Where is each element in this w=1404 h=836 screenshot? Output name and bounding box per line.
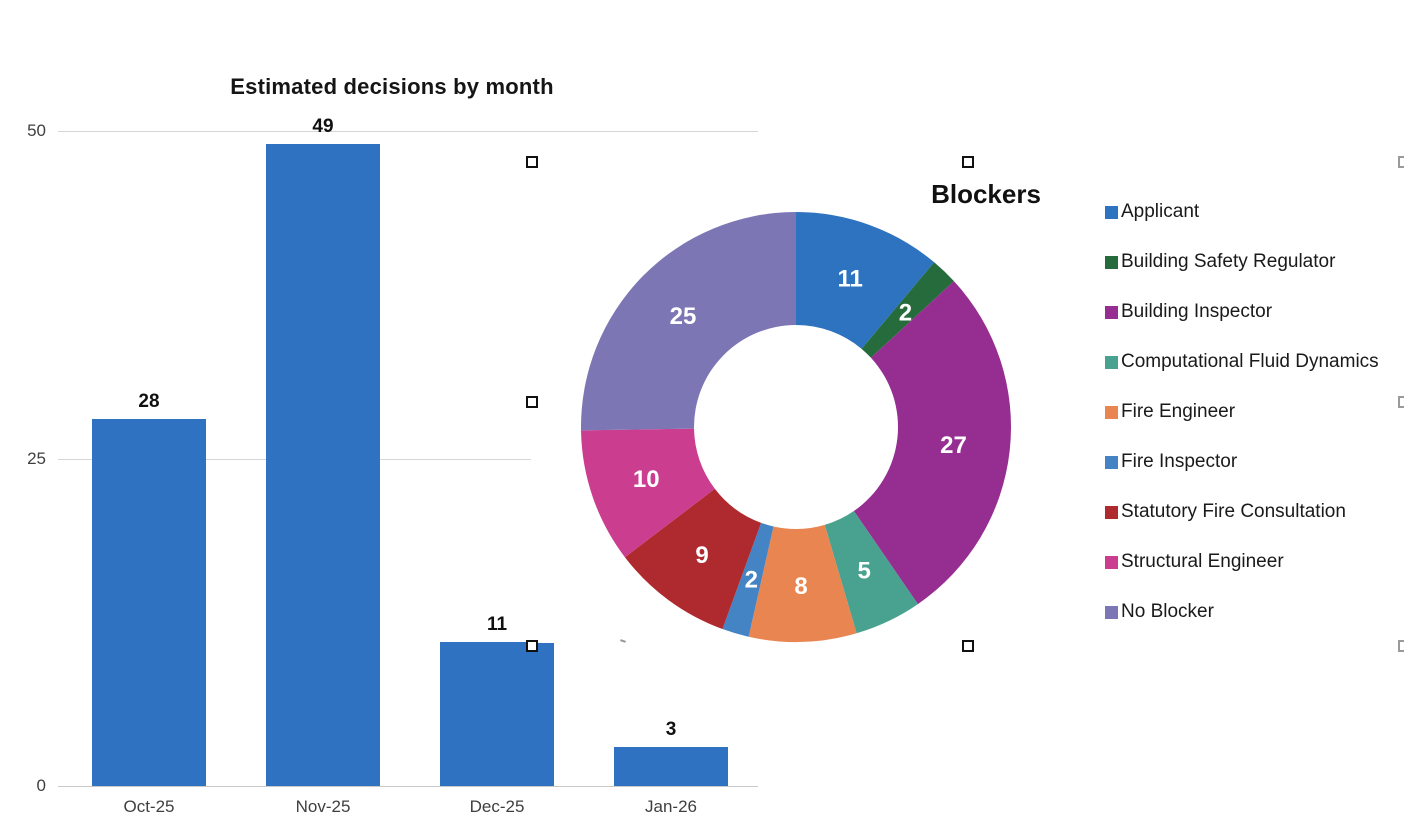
x-tick-label-Dec-25: Dec-25 bbox=[469, 797, 525, 816]
legend-swatch-icon bbox=[1105, 305, 1118, 319]
legend-item-no-blocker[interactable]: No Blocker bbox=[1105, 587, 1404, 637]
donut-value-label: 27 bbox=[940, 432, 967, 459]
selection-handle-top-right[interactable] bbox=[1398, 156, 1404, 168]
donut-slice-computational-fluid-dynamics[interactable] bbox=[824, 511, 918, 634]
selection-handle-mid-left[interactable] bbox=[526, 396, 538, 408]
legend-item-building-safety-regulator[interactable]: Building Safety Regulator bbox=[1105, 237, 1404, 287]
x-tick-label-Nov-25: Nov-25 bbox=[295, 797, 351, 816]
donut-slice-statutory-fire-consultation[interactable] bbox=[624, 488, 762, 630]
donut-slice-applicant[interactable] bbox=[796, 212, 935, 349]
legend-swatch-icon bbox=[1105, 605, 1118, 619]
y-tick-label: 50 bbox=[27, 121, 46, 140]
legend-label: Fire Engineer bbox=[1121, 401, 1236, 422]
bar-value-label: 28 bbox=[138, 391, 160, 413]
donut-slice-fire-engineer[interactable] bbox=[748, 524, 857, 642]
legend-item-computational-fluid-dynamics[interactable]: Computational Fluid Dynamics bbox=[1105, 337, 1404, 387]
selection-handle-top-left[interactable] bbox=[526, 156, 538, 168]
legend-label: Building Inspector bbox=[1121, 301, 1273, 322]
gridline-25 bbox=[58, 458, 758, 460]
pie-chart-object[interactable]: Blockers 11 2 27 5 8 2 9 10 25 Applicant Building… bbox=[531, 161, 1404, 643]
bar-value-label: 49 bbox=[312, 116, 334, 138]
donut-chart[interactable]: 11 2 27 5 8 2 9 10 25 bbox=[531, 161, 1404, 643]
x-tick-label-Oct-25: Oct-25 bbox=[123, 797, 175, 816]
legend-swatch-icon bbox=[1105, 255, 1118, 269]
y-tick-label: 25 bbox=[27, 448, 46, 468]
donut-value-label: 2 bbox=[745, 566, 758, 593]
selection-handle-bottom-center[interactable] bbox=[962, 640, 974, 652]
legend-swatch-icon bbox=[1105, 355, 1118, 369]
gridline-50 bbox=[58, 131, 758, 132]
legend-swatch-icon bbox=[1105, 205, 1118, 219]
donut-value-label: 10 bbox=[633, 466, 660, 493]
bar-value-label: 3 bbox=[665, 718, 677, 740]
donut-value-label: 11 bbox=[838, 265, 863, 292]
legend-item-fire-inspector[interactable]: Fire Inspector bbox=[1105, 437, 1404, 487]
pie-chart-title[interactable]: Blockers bbox=[931, 179, 1041, 209]
selection-handle-mid-right[interactable] bbox=[1398, 396, 1404, 408]
selection-handle-bottom-right[interactable] bbox=[1398, 640, 1404, 652]
legend-swatch-icon bbox=[1105, 555, 1118, 569]
legend-item-statutory-fire-consultation[interactable]: Statutory Fire Consultation bbox=[1105, 487, 1404, 537]
legend-swatch-icon bbox=[1105, 405, 1118, 419]
donut-value-label: 5 bbox=[857, 557, 870, 584]
legend-swatch-icon bbox=[1105, 455, 1118, 469]
bar-Nov-25[interactable] bbox=[266, 144, 380, 786]
legend-item-structural-engineer[interactable]: Structural Engineer bbox=[1105, 537, 1404, 587]
legend-swatch-icon bbox=[1105, 505, 1118, 519]
donut-slice-building-safety-regulator[interactable] bbox=[861, 262, 954, 358]
donut-slice-building-inspector[interactable] bbox=[853, 281, 1011, 605]
donut-slice-no-blocker[interactable] bbox=[581, 212, 796, 431]
selection-handle-bottom-left[interactable] bbox=[526, 640, 538, 652]
legend-item-applicant[interactable]: Applicant bbox=[1105, 187, 1404, 237]
pie-legend[interactable]: Applicant Building Safety Regulator Buildi… bbox=[1105, 187, 1404, 637]
donut-slice-structural-engineer[interactable] bbox=[581, 428, 715, 558]
legend-item-fire-engineer[interactable]: Fire Engineer bbox=[1105, 387, 1404, 437]
x-axis-line bbox=[58, 786, 758, 787]
x-tick-label-Jan-26: Jan-26 bbox=[645, 797, 697, 816]
legend-label: Structural Engineer bbox=[1121, 551, 1284, 572]
donut-value-label: 25 bbox=[670, 303, 697, 330]
bar-value-label: 11 bbox=[486, 613, 508, 635]
legend-label: Fire Inspector bbox=[1121, 451, 1238, 472]
bar-chart-title[interactable]: Estimated decisions by month bbox=[230, 74, 554, 99]
donut-value-label: 8 bbox=[794, 573, 807, 600]
donut-value-label: 2 bbox=[899, 300, 912, 327]
donut-slice-fire-inspector[interactable] bbox=[722, 522, 774, 637]
selection-handle-top-center[interactable] bbox=[962, 156, 974, 168]
legend-label: Computational Fluid Dynamics bbox=[1121, 351, 1379, 372]
donut-value-label: 9 bbox=[695, 542, 708, 569]
bar-Dec-25[interactable] bbox=[440, 641, 554, 786]
legend-label: No Blocker bbox=[1121, 601, 1214, 622]
legend-label: Statutory Fire Consultation bbox=[1121, 501, 1346, 522]
legend-label: Applicant bbox=[1121, 201, 1200, 222]
legend-item-building-inspector[interactable]: Building Inspector bbox=[1105, 287, 1404, 337]
y-tick-label: 0 bbox=[36, 776, 46, 795]
legend-label: Building Safety Regulator bbox=[1121, 251, 1336, 272]
bar-Oct-25[interactable] bbox=[92, 419, 206, 786]
bar-Jan-26[interactable] bbox=[614, 746, 728, 786]
